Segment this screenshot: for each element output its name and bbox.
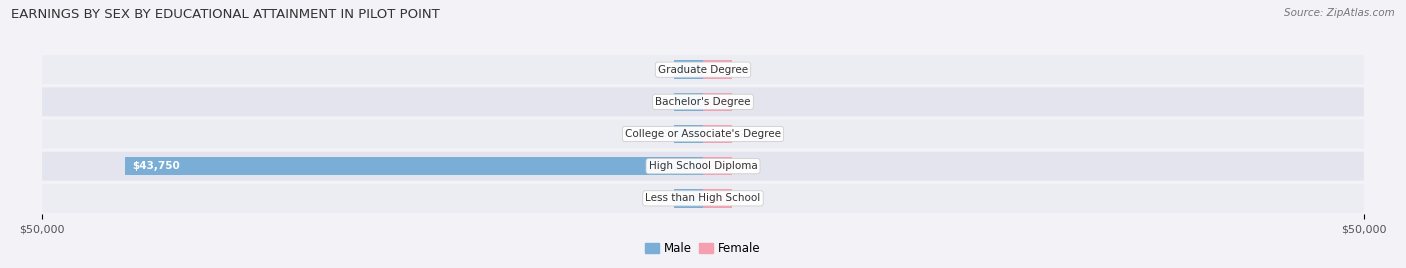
FancyBboxPatch shape [42, 55, 1364, 84]
FancyBboxPatch shape [42, 120, 1364, 148]
Bar [703, 60, 733, 79]
Text: $43,750: $43,750 [132, 161, 180, 171]
Bar [673, 125, 703, 143]
Bar [703, 157, 733, 176]
Bar [125, 157, 703, 176]
Text: Bachelor's Degree: Bachelor's Degree [655, 97, 751, 107]
FancyBboxPatch shape [42, 87, 1364, 116]
Text: College or Associate's Degree: College or Associate's Degree [626, 129, 780, 139]
Text: $0: $0 [655, 129, 669, 139]
Text: $0: $0 [655, 65, 669, 75]
Bar [673, 60, 703, 79]
Legend: Male, Female: Male, Female [641, 237, 765, 260]
Bar [703, 92, 733, 111]
FancyBboxPatch shape [42, 152, 1364, 181]
Text: $0: $0 [737, 193, 751, 203]
Text: Less than High School: Less than High School [645, 193, 761, 203]
Bar [703, 189, 733, 208]
Text: $0: $0 [737, 97, 751, 107]
Text: EARNINGS BY SEX BY EDUCATIONAL ATTAINMENT IN PILOT POINT: EARNINGS BY SEX BY EDUCATIONAL ATTAINMEN… [11, 8, 440, 21]
Text: $0: $0 [737, 129, 751, 139]
FancyBboxPatch shape [42, 184, 1364, 213]
Bar [673, 92, 703, 111]
Text: $0: $0 [655, 97, 669, 107]
Bar [673, 189, 703, 208]
Text: High School Diploma: High School Diploma [648, 161, 758, 171]
Text: $0: $0 [737, 161, 751, 171]
Text: Source: ZipAtlas.com: Source: ZipAtlas.com [1284, 8, 1395, 18]
Bar [703, 125, 733, 143]
Text: $0: $0 [655, 193, 669, 203]
Text: Graduate Degree: Graduate Degree [658, 65, 748, 75]
Text: $0: $0 [737, 65, 751, 75]
